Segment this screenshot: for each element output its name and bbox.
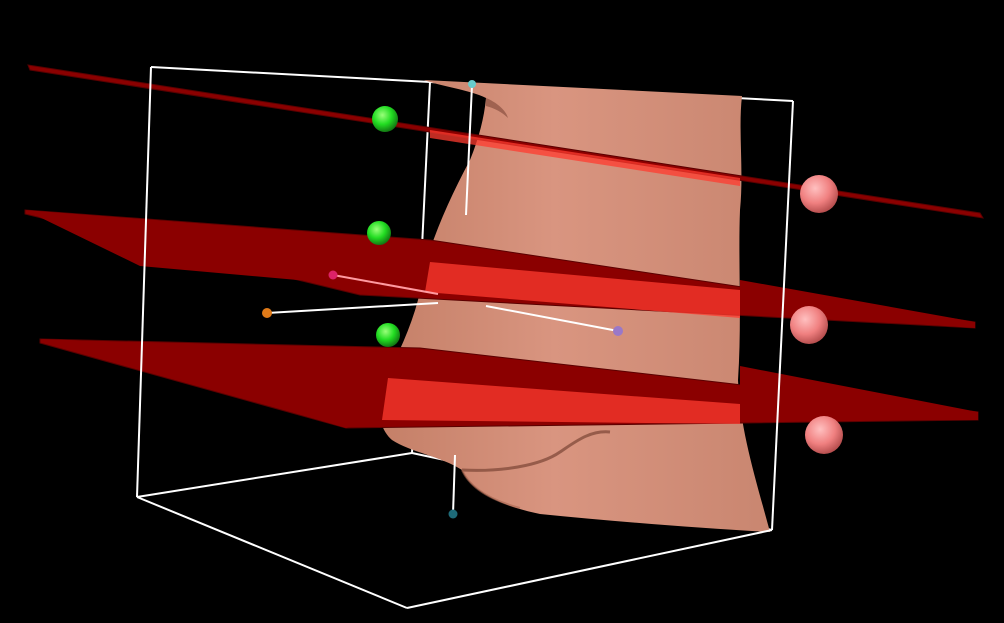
probe-point-icon[interactable] — [448, 509, 458, 519]
landmark-sphere-icon[interactable] — [367, 221, 391, 245]
cutting-plane-middle[interactable] — [24, 209, 976, 329]
probe-point-icon[interactable] — [328, 270, 338, 280]
bounding-box-front — [136, 66, 794, 609]
measurement-lines — [266, 84, 619, 515]
sphere-handle-icon[interactable] — [790, 306, 828, 344]
jaw-shadow — [461, 469, 521, 509]
probe-point-icon[interactable] — [262, 308, 272, 318]
eye-shadow — [486, 98, 508, 118]
sphere-handle-icon[interactable] — [805, 416, 843, 454]
probe-point-icon[interactable] — [468, 80, 476, 88]
landmark-sphere-icon[interactable] — [372, 106, 398, 132]
sphere-handle-icon[interactable] — [800, 175, 838, 213]
cutting-plane-top[interactable] — [27, 64, 984, 219]
probe-point-icon[interactable] — [613, 326, 623, 336]
landmark-sphere-icon[interactable] — [376, 323, 400, 347]
cutting-plane-bottom[interactable] — [39, 338, 979, 429]
nose-shadow — [461, 430, 611, 472]
